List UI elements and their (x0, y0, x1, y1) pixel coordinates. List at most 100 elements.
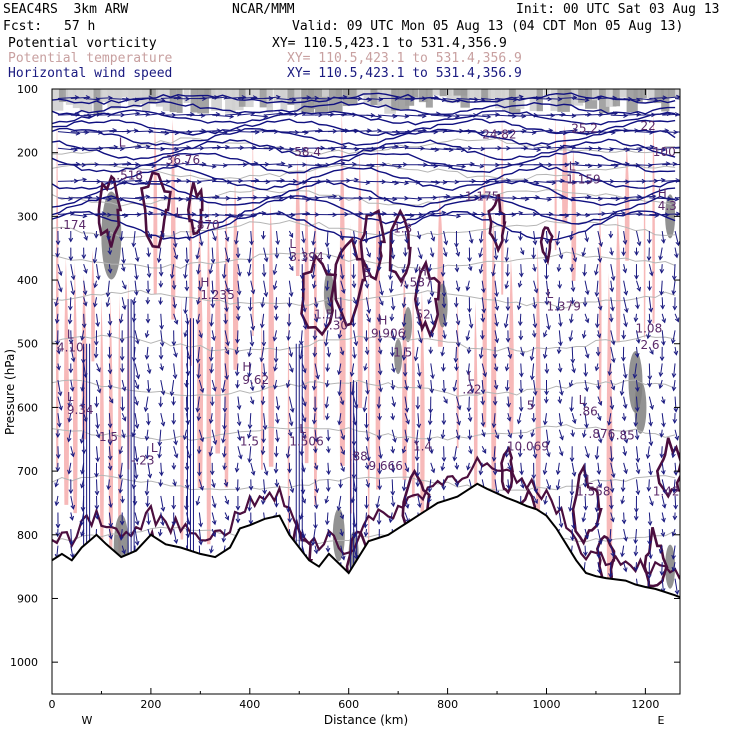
wind-vector (597, 112, 617, 116)
wind-fill-band (141, 89, 151, 113)
wind-vector-head (108, 503, 113, 509)
wind-vector (569, 379, 573, 387)
wind-vector-head (675, 241, 680, 247)
wind-vector-head (532, 267, 537, 273)
wind-vector-head (686, 213, 690, 217)
wind-vector (108, 264, 111, 273)
wind-vector-head (494, 338, 500, 344)
wind-vector (468, 413, 472, 422)
wind-vector (276, 230, 279, 245)
wind-vector-head (70, 275, 76, 281)
annotation-label: .30 (329, 319, 348, 333)
wind-vector (326, 230, 329, 247)
wind-vector-head (94, 490, 100, 496)
wind-vector (570, 396, 573, 412)
pv-fill-band (598, 188, 602, 404)
wind-vector-head (416, 234, 422, 240)
wind-vector (417, 96, 438, 100)
wind-vector (595, 264, 599, 275)
wind-vector (494, 363, 498, 371)
wind-vector (571, 264, 573, 272)
wind-vector-head (557, 399, 563, 404)
wind-vector (583, 330, 586, 338)
wind-vector-head (87, 195, 93, 200)
wind-vector-head (519, 372, 524, 378)
wind-vector (571, 346, 574, 363)
wind-fill-band (321, 89, 331, 97)
wind-vector (250, 313, 254, 330)
wind-vector (108, 247, 111, 255)
wind-vector-head (135, 162, 140, 167)
wind-vector (96, 180, 115, 183)
wind-vector (237, 162, 258, 166)
wind-vector (570, 230, 573, 240)
wind-vector-head (441, 388, 447, 394)
wind-vector (327, 429, 329, 441)
wind-vector-head (159, 471, 164, 477)
wind-vector-head (481, 288, 486, 294)
wind-vector (481, 379, 484, 394)
wind-vector (250, 379, 254, 391)
wind-vector (366, 446, 370, 461)
wind-vector-head (313, 437, 319, 443)
wind-vector (94, 297, 97, 307)
wind-vector-head (584, 237, 589, 243)
wind-vector (83, 263, 87, 273)
wind-fill-band (204, 89, 216, 98)
pv-contour (500, 445, 515, 495)
wind-vector (237, 446, 242, 459)
wind-vector-head (503, 323, 509, 329)
wind-fill-band (335, 89, 343, 100)
wind-vector-head (671, 531, 677, 537)
wind-vector-head (126, 129, 132, 134)
wind-vector-head (594, 522, 600, 528)
wind-vector-head (58, 271, 63, 277)
wind-vector (186, 163, 206, 166)
wind-vector-head (595, 351, 601, 357)
wind-vector (199, 179, 216, 182)
wind-vector-head (364, 464, 370, 470)
wind-vector (158, 247, 162, 263)
annotation-label: 1.159 (566, 172, 600, 186)
wind-vector-head (407, 129, 413, 135)
wind-vector (57, 280, 62, 292)
wind-vector-head (285, 383, 291, 389)
wind-vector-head (583, 551, 588, 557)
wind-vector-head (638, 147, 643, 153)
wind-vector-head (625, 179, 630, 185)
wind-vector (443, 297, 445, 308)
wind-vector (391, 379, 394, 390)
wind-vector-head (570, 432, 575, 438)
wind-vector-head (227, 179, 232, 185)
wind-vector-head (288, 421, 294, 427)
wind-vector-head (184, 259, 190, 264)
wind-vector-head (223, 94, 229, 100)
wind-speed-contour (52, 180, 676, 208)
wind-vector (57, 147, 78, 151)
wind-vector-head (222, 130, 228, 135)
wind-vector (314, 363, 319, 379)
wind-vector-head (327, 302, 332, 308)
wind-vector-head (263, 470, 269, 476)
wind-vector (96, 512, 98, 519)
wind-vector (520, 131, 536, 134)
wind-vector (222, 379, 226, 393)
wind-vector-head (377, 338, 383, 343)
wind-vector-head (146, 388, 152, 394)
wind-vector (623, 396, 627, 409)
wind-vector (286, 379, 290, 388)
wind-vector-head (478, 269, 484, 275)
wind-vector-head (440, 272, 446, 277)
wind-fill-band (86, 89, 97, 104)
wind-vector-head (95, 433, 101, 439)
wind-vector (122, 197, 143, 200)
wind-vector-head (260, 500, 266, 505)
wind-vector (661, 297, 664, 309)
wind-vector-head (559, 390, 564, 396)
wind-vector-head (401, 322, 407, 328)
wind-fill-band (266, 89, 274, 113)
wind-vector-head (455, 286, 461, 292)
wind-vector (236, 363, 239, 376)
wind-vector-head (366, 317, 371, 323)
wind-vector (379, 180, 399, 184)
